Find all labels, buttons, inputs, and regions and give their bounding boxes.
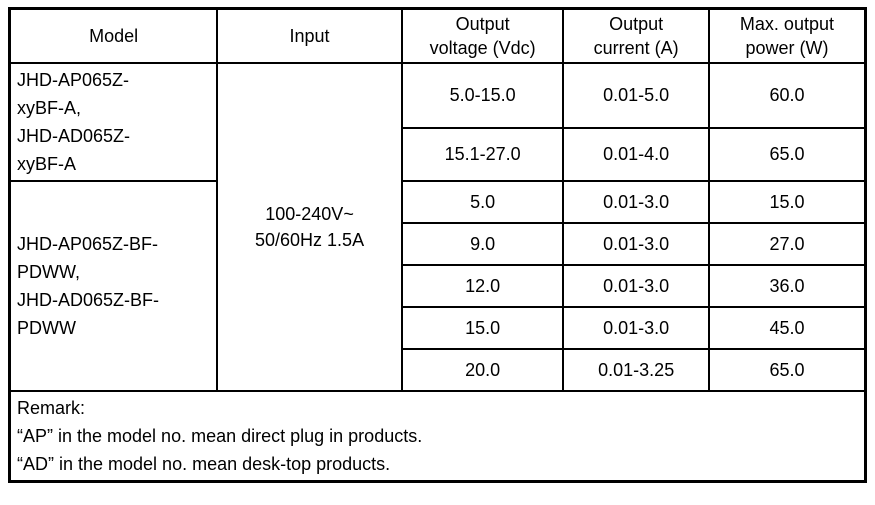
power-cell: 45.0	[707, 306, 867, 350]
current-cell: 0.01-3.0	[562, 222, 710, 266]
voltage-cell: 9.0	[400, 222, 565, 266]
remark-cell: Remark: “AP” in the model no. mean direc…	[8, 390, 867, 483]
voltage-cell: 5.0	[400, 180, 565, 224]
power-cell: 65.0	[707, 348, 867, 392]
remark-line-ad: “AD” in the model no. mean desk-top prod…	[17, 454, 391, 474]
input-spec-cell: 100-240V~ 50/60Hz 1.5A	[216, 62, 403, 392]
table-row: 20.0 0.01-3.25 65.0	[10, 348, 867, 392]
power-cell: 65.0	[707, 127, 867, 182]
current-cell: 0.01-5.0	[562, 61, 710, 130]
current-cell: 0.01-4.0	[562, 127, 710, 182]
remark-line-ap: “AP” in the model no. mean direct plug i…	[17, 426, 423, 446]
voltage-cell: 20.0	[400, 348, 565, 392]
table-row: 9.0 0.01-3.0 27.0	[10, 222, 867, 266]
header-model: Model	[8, 7, 219, 64]
table-row: 15.0 0.01-3.0 45.0	[10, 306, 867, 350]
power-cell: 15.0	[707, 180, 867, 224]
model-group-pdww: JHD-AP065Z-BF- PDWW, JHD-AD065Z-BF- PDWW	[8, 180, 219, 392]
voltage-cell: 15.1-27.0	[400, 127, 565, 182]
table-row: 12.0 0.01-3.0 36.0	[10, 264, 867, 308]
remark-row: Remark: “AP” in the model no. mean direc…	[8, 390, 867, 483]
remark-title: Remark:	[17, 398, 86, 418]
power-cell: 60.0	[707, 61, 867, 130]
model-group-xybf: JHD-AP065Z- xyBF-A, JHD-AD065Z- xyBF-A	[8, 62, 219, 182]
table-row: JHD-AP065Z- xyBF-A, JHD-AD065Z- xyBF-A 1…	[8, 61, 867, 392]
header-row: Model Input Output voltage (Vdc) Output …	[8, 7, 867, 64]
table-row: JHD-AP065Z-BF- PDWW, JHD-AD065Z-BF- PDWW…	[8, 180, 867, 392]
header-output-current: Output current (A)	[562, 7, 710, 64]
power-cell: 27.0	[707, 222, 867, 266]
table-row: 15.1-27.0 0.01-4.0 65.0	[10, 127, 867, 182]
power-cell: 36.0	[707, 264, 867, 308]
header-max-output-power: Max. output power (W)	[707, 7, 867, 64]
power-spec-table: Model Input Output voltage (Vdc) Output …	[8, 7, 867, 483]
voltage-cell: 15.0	[400, 306, 565, 350]
current-cell: 0.01-3.0	[562, 306, 710, 350]
current-cell: 0.01-3.0	[562, 180, 710, 224]
current-cell: 0.01-3.0	[562, 264, 710, 308]
voltage-cell: 12.0	[400, 264, 565, 308]
header-input: Input	[216, 7, 403, 64]
current-cell: 0.01-3.25	[562, 348, 710, 392]
header-output-voltage: Output voltage (Vdc)	[400, 7, 565, 64]
voltage-cell: 5.0-15.0	[400, 61, 565, 130]
